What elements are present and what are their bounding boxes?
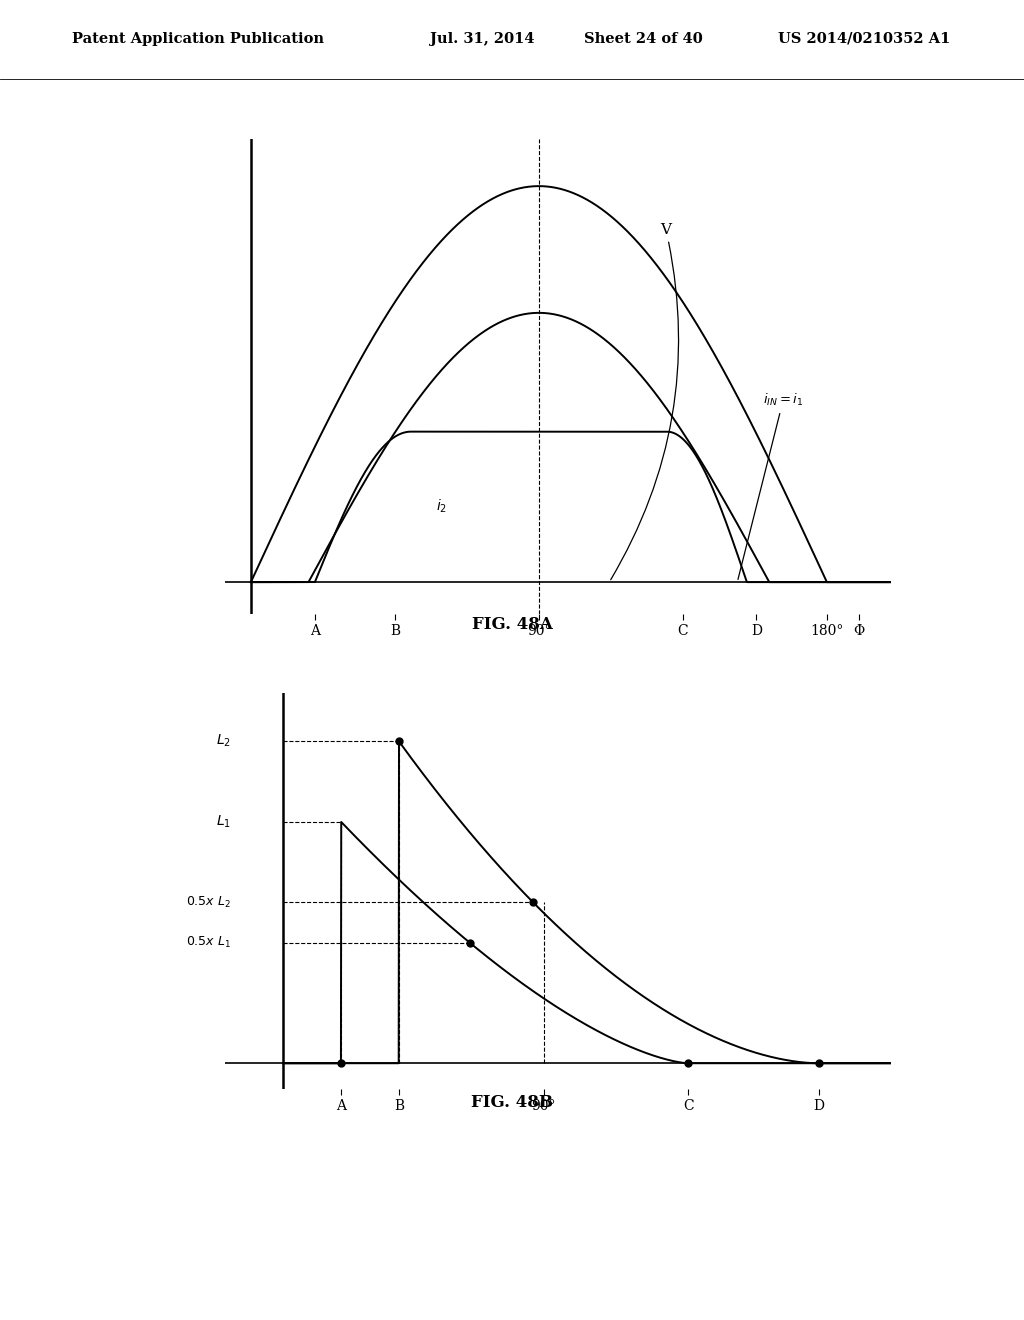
Text: V: V [610, 223, 679, 579]
Text: FIG. 48A: FIG. 48A [472, 616, 552, 632]
Text: $i_{IN} = i_1$: $i_{IN} = i_1$ [738, 392, 804, 579]
Text: $L_1$: $L_1$ [216, 813, 231, 830]
Text: $i_2$: $i_2$ [436, 498, 447, 515]
Text: $0.5x\ L_2$: $0.5x\ L_2$ [186, 895, 231, 909]
Text: Jul. 31, 2014: Jul. 31, 2014 [430, 32, 535, 46]
Text: $L_2$: $L_2$ [216, 733, 231, 750]
Text: FIG. 48B: FIG. 48B [471, 1094, 553, 1110]
Text: US 2014/0210352 A1: US 2014/0210352 A1 [778, 32, 950, 46]
Text: Patent Application Publication: Patent Application Publication [72, 32, 324, 46]
Text: $0.5x\ L_1$: $0.5x\ L_1$ [186, 935, 231, 950]
Text: Sheet 24 of 40: Sheet 24 of 40 [584, 32, 702, 46]
